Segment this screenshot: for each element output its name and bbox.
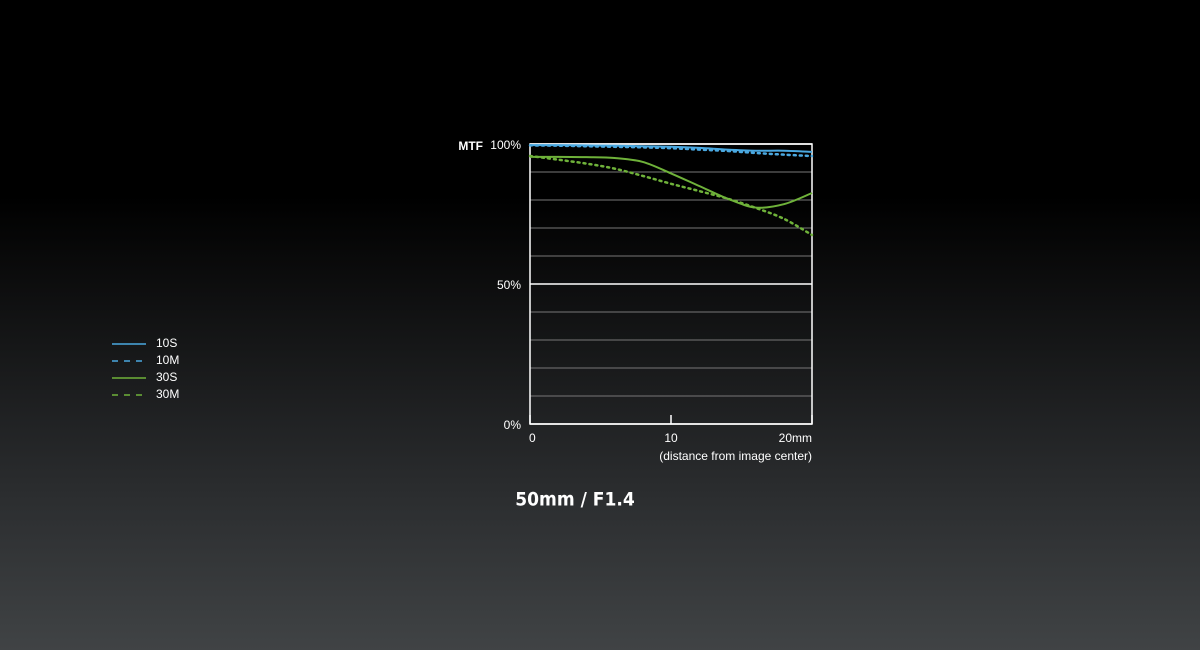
series-line (529, 155, 813, 209)
y-tick-label: 0% (504, 418, 522, 432)
x-axis-label: (distance from image center) (659, 449, 812, 463)
legend-label: 30S (156, 370, 177, 384)
chart-title: 50mm / F1.4 (515, 489, 635, 511)
x-tick-label: 0 (529, 431, 536, 445)
x-tick-label: 20mm (779, 431, 812, 445)
legend-label: 30M (156, 387, 179, 401)
series-line (528, 154, 814, 237)
legend-label: 10M (156, 353, 179, 367)
y-tick-label: 50% (497, 278, 521, 292)
y-axis-label: MTF (458, 139, 483, 153)
y-tick-label: 100% (490, 138, 521, 152)
legend-label: 10S (156, 336, 177, 350)
series-line (528, 144, 814, 158)
x-tick-label: 10 (664, 431, 678, 445)
